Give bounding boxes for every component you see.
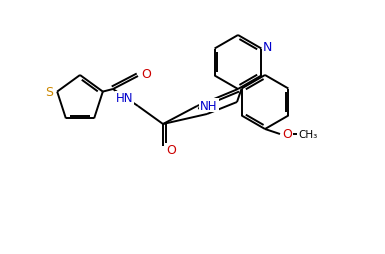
- Text: S: S: [45, 86, 53, 99]
- Text: O: O: [282, 128, 292, 141]
- Text: N: N: [263, 41, 272, 54]
- Text: HN: HN: [116, 92, 133, 105]
- Text: O: O: [141, 67, 151, 80]
- Text: CH₃: CH₃: [298, 130, 318, 139]
- Text: O: O: [166, 144, 176, 157]
- Text: NH: NH: [200, 99, 218, 112]
